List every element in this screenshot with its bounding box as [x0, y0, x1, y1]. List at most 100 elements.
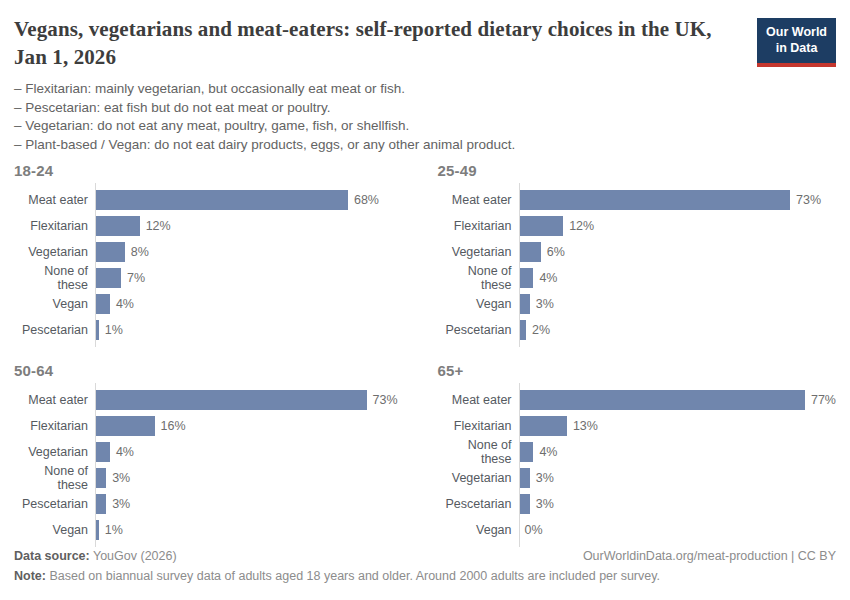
bar-row: Flexitarian12%	[438, 213, 836, 239]
bar-row: Pescetarian1%	[14, 317, 410, 343]
bar-track: 13%	[519, 416, 836, 436]
bar	[95, 190, 348, 210]
bar-row: None of these 7%	[14, 265, 410, 291]
bar-label: Vegetarian	[438, 245, 519, 259]
bar-value-label: 0%	[525, 523, 543, 537]
bar-label: Vegetarian	[14, 245, 95, 259]
charts-grid: 18-24Meat eater68%Flexitarian12%Vegetari…	[14, 162, 836, 543]
note-label: Note:	[14, 569, 46, 583]
footer-source-row: Data source: YouGov (2026) OurWorldinDat…	[14, 547, 836, 566]
bar-track: 1%	[95, 320, 410, 340]
bar-label: Flexitarian	[14, 419, 95, 433]
bar-track: 73%	[519, 190, 836, 210]
bar-track: 6%	[519, 242, 836, 262]
chart-body: Meat eater 77% Flexitarian 13% None of these…	[438, 387, 836, 543]
bar	[95, 294, 110, 314]
chart-title: 65+	[438, 362, 836, 379]
definition-vegetarian: – Vegetarian: do not eat any meat, poult…	[14, 117, 836, 136]
bar-track: 4%	[95, 294, 410, 314]
chart-65+: 65+ Meat eater 77% Flexitarian 13% None of th…	[438, 362, 836, 543]
bar-label: None of these	[438, 438, 519, 466]
bar-row: Flexitarian12%	[14, 213, 410, 239]
bar-label: Vegan	[438, 297, 519, 311]
bar-track: 3%	[95, 468, 410, 488]
bar-value-label: 73%	[796, 193, 821, 207]
bar-row: None of these 4%	[438, 265, 836, 291]
chart-50-64: 50-64Meat eater73%Flexitarian16%Vegetari…	[14, 362, 410, 543]
bar-track: 16%	[95, 416, 410, 436]
bar	[95, 468, 106, 488]
bar-label: Flexitarian	[438, 419, 519, 433]
bar-row: Vegetarian 4%	[14, 439, 410, 465]
bar-row: Vegan 3%	[438, 291, 836, 317]
bar-row: Flexitarian 13%	[438, 413, 836, 439]
bar	[519, 294, 530, 314]
bar-label: Flexitarian	[438, 219, 519, 233]
bar	[519, 216, 564, 236]
bar-row: None of these3%	[14, 465, 410, 491]
bar-label: Meat eater	[14, 393, 95, 407]
bar-value-label: 1%	[105, 523, 123, 537]
bar-track: 73%	[95, 390, 410, 410]
bar	[95, 494, 106, 514]
owid-chart-page: Vegans, vegetarians and meat-eaters: sel…	[0, 0, 850, 600]
bar	[95, 520, 99, 540]
bar-value-label: 4%	[116, 445, 134, 459]
bar-label: Flexitarian	[14, 219, 95, 233]
bar-value-label: 16%	[161, 419, 186, 433]
data-source: Data source: YouGov (2026)	[14, 547, 177, 566]
bar-row: Pescetarian2%	[438, 317, 836, 343]
bar-value-label: 8%	[131, 245, 149, 259]
owid-license-link: OurWorldinData.org/meat-production | CC …	[583, 547, 836, 566]
bar-label: Meat eater	[438, 193, 519, 207]
data-source-value: YouGov (2026)	[90, 549, 177, 563]
bar-value-label: 3%	[112, 497, 130, 511]
bar	[95, 320, 99, 340]
bar	[519, 268, 534, 288]
bar	[95, 242, 125, 262]
bar-track: 3%	[519, 294, 836, 314]
bar-value-label: 7%	[127, 271, 145, 285]
owid-logo-line2: in Data	[766, 41, 827, 57]
bar-track: 77%	[519, 390, 836, 410]
bar-track: 7%	[95, 268, 410, 288]
bar-row: None of these4%	[438, 439, 836, 465]
bar-track: 12%	[519, 216, 836, 236]
bar-label: Vegan	[438, 523, 519, 537]
header: Vegans, vegetarians and meat-eaters: sel…	[14, 16, 836, 71]
bar-value-label: 13%	[573, 419, 598, 433]
note-value: Based on biannual survey data of adults …	[46, 569, 660, 583]
bar-row: Flexitarian 16%	[14, 413, 410, 439]
chart-25-49: 25-49Meat eater73%Flexitarian12%Vegetari…	[438, 162, 836, 343]
chart-body: Meat eater73%Flexitarian12%Vegetarian6%N…	[438, 187, 836, 343]
bar-track: 3%	[519, 494, 836, 514]
bar-label: None of these	[438, 264, 519, 292]
bar-row: Meat eater 73%	[438, 187, 836, 213]
definition-flexitarian: – Flexitarian: mainly vegetarian, but oc…	[14, 80, 836, 99]
bar-label: Pescetarian	[438, 497, 519, 511]
bar-label: Vegetarian	[14, 445, 95, 459]
bar-value-label: 73%	[373, 393, 398, 407]
bar-value-label: 6%	[547, 245, 565, 259]
bar-value-label: 3%	[536, 297, 554, 311]
data-source-label: Data source:	[14, 549, 90, 563]
bar-label: Pescetarian	[14, 497, 95, 511]
bar-track: 1%	[95, 520, 410, 540]
bar-label: Meat eater	[438, 393, 519, 407]
page-title: Vegans, vegetarians and meat-eaters: sel…	[14, 16, 714, 71]
bar	[95, 268, 121, 288]
bar-row: Vegan4%	[14, 291, 410, 317]
bar-label: Vegetarian	[438, 471, 519, 485]
bar-row: Meat eater 73%	[14, 387, 410, 413]
bar-value-label: 4%	[539, 271, 557, 285]
bar-value-label: 77%	[811, 393, 836, 407]
bar-track: 8%	[95, 242, 410, 262]
bar-label: None of these	[14, 264, 95, 292]
bar-value-label: 2%	[532, 323, 550, 337]
bar	[519, 390, 805, 410]
owid-logo: Our World in Data	[757, 18, 836, 67]
bar	[95, 216, 140, 236]
bar-row: Vegetarian3%	[438, 465, 836, 491]
bar	[519, 320, 526, 340]
bar-track: 3%	[519, 468, 836, 488]
